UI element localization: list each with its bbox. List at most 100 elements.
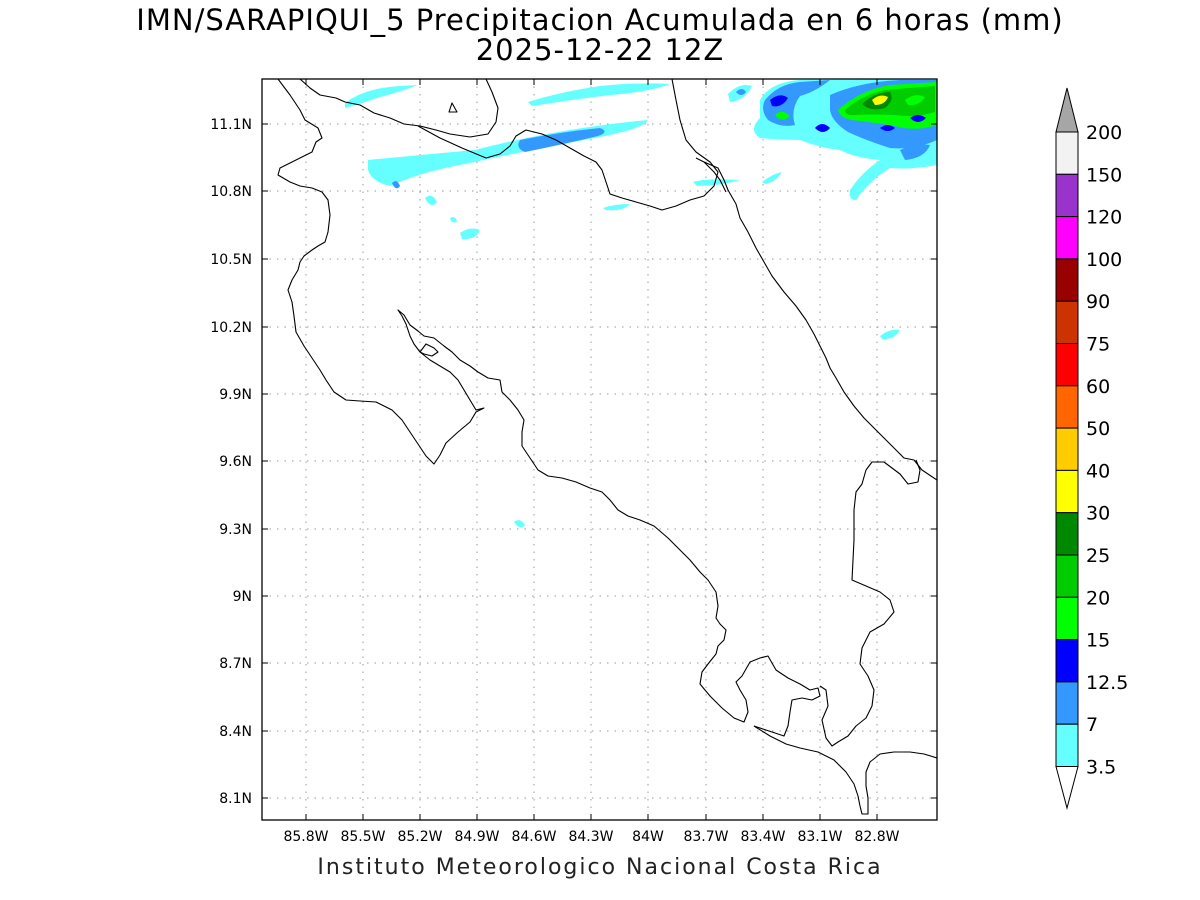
panama-border — [865, 459, 921, 485]
lake-nicaragua-shore — [299, 79, 346, 103]
lat-label: 9.9N — [219, 387, 252, 403]
colorbar-swatch — [1055, 469, 1079, 514]
caribbean-coastline — [703, 161, 937, 481]
lon-label: 82.8W — [854, 829, 899, 845]
precip-area — [910, 115, 926, 122]
pacific-coastline — [277, 79, 821, 737]
precip-area — [880, 329, 900, 340]
colorbar-swatch — [1055, 131, 1079, 175]
map-subtitle: 2025-12-22 12Z — [475, 33, 725, 67]
colorbar-swatch — [1055, 596, 1079, 641]
precip-area — [425, 195, 437, 206]
lon-label: 85.5W — [340, 829, 385, 845]
precip-area — [450, 217, 457, 223]
precip-area — [815, 124, 830, 132]
colorbar-label: 100 — [1086, 249, 1122, 271]
precip-area — [345, 85, 418, 108]
lat-label: 8.4N — [219, 724, 252, 740]
colorbar-swatch — [1055, 300, 1079, 345]
lat-label: 9.3N — [219, 522, 252, 538]
lat-label: 10.5N — [210, 252, 252, 268]
map-title: IMN/SARAPIQUI_5 Precipitacion Acumulada … — [136, 3, 1064, 37]
burica-peninsula — [753, 725, 937, 815]
lon-label: 85.8W — [283, 829, 328, 845]
precip-area — [514, 520, 525, 528]
precip-area — [518, 128, 605, 152]
lon-label: 84.6W — [511, 829, 556, 845]
colorbar-swatch — [1055, 173, 1079, 218]
colorbar-label: 15 — [1086, 630, 1110, 652]
lat-label: 8.1N — [219, 791, 252, 807]
colorbar-swatch — [1055, 554, 1079, 598]
lat-label: 10.8N — [210, 184, 252, 200]
lat-label: 11.1N — [210, 117, 252, 133]
lon-label: 83.7W — [683, 829, 728, 845]
precip-area — [460, 228, 480, 240]
colorbar-swatch — [1055, 258, 1079, 302]
lon-label: 85.2W — [397, 829, 442, 845]
coastlines — [277, 79, 937, 815]
colorbar-overflow-triangle — [1055, 87, 1079, 133]
precip-area — [368, 120, 648, 186]
colorbar-label: 7 — [1086, 714, 1098, 736]
lon-label: 83.1W — [797, 829, 842, 845]
lon-label: 84.9W — [454, 829, 499, 845]
precip-area — [900, 144, 930, 160]
colorbar-swatch — [1055, 512, 1079, 556]
precip-area — [762, 172, 782, 184]
colorbar-label: 200 — [1086, 122, 1122, 144]
lon-label: 84W — [632, 829, 664, 845]
island — [448, 102, 458, 113]
precip-area — [603, 204, 630, 211]
precip-area — [693, 179, 740, 186]
colorbar-swatch — [1055, 343, 1079, 387]
latitude-labels: 11.1N 10.8N 10.5N 10.2N 9.9N 9.6N 9.3N 9N 8.7N 8.… — [210, 117, 252, 807]
colorbar-label: 12.5 — [1086, 672, 1128, 694]
colorbar-label: 25 — [1086, 545, 1110, 567]
nicaragua-border — [417, 79, 719, 211]
lake-nicaragua-shore — [344, 79, 499, 138]
colorbar-swatch — [1055, 639, 1079, 683]
plot-frame — [261, 78, 938, 821]
colorbar-swatch — [1055, 681, 1079, 725]
colorbar-label: 60 — [1086, 376, 1110, 398]
nicoya-island — [419, 343, 439, 357]
panama-border — [819, 469, 895, 747]
lat-label: 8.7N — [219, 656, 252, 672]
lon-label: 83.4W — [740, 829, 785, 845]
longitude-labels: 85.8W 85.5W 85.2W 84.9W 84.6W 84.3W 84W 83.7W 83… — [283, 829, 899, 845]
colorbar-label: 150 — [1086, 164, 1122, 186]
precip-area — [872, 95, 888, 105]
colorbar-label: 40 — [1086, 460, 1110, 482]
precip-area — [392, 181, 400, 189]
colorbar-swatch — [1055, 723, 1079, 768]
precip-area — [770, 95, 788, 107]
colorbar-label: 90 — [1086, 291, 1110, 313]
lat-label: 9N — [233, 589, 252, 605]
lat-label: 9.6N — [219, 454, 252, 470]
coast-detail — [695, 157, 727, 193]
precip-area — [736, 89, 746, 95]
lat-label: 10.2N — [210, 320, 252, 336]
lon-label: 84.3W — [568, 829, 613, 845]
precip-area — [905, 95, 925, 106]
colorbar-label: 30 — [1086, 503, 1110, 525]
precip-area — [880, 125, 895, 131]
colorbar-swatch — [1055, 427, 1079, 471]
colorbar-label: 120 — [1086, 207, 1122, 229]
axis-ticks — [262, 79, 937, 820]
colorbar: 200 150 120 100 90 75 60 50 40 30 25 20 15 12.5 7 3.5 — [1055, 87, 1128, 810]
colorbar-swatch — [1055, 385, 1079, 429]
precip-area — [775, 111, 790, 120]
grid-lines — [262, 79, 937, 820]
colorbar-label: 3.5 — [1086, 757, 1116, 779]
precip-area — [528, 83, 670, 106]
precipitation-field — [345, 79, 937, 528]
colorbar-swatch — [1055, 216, 1079, 260]
colorbar-label: 50 — [1086, 418, 1110, 440]
colorbar-label: 20 — [1086, 587, 1110, 609]
colorbar-label: 75 — [1086, 334, 1110, 356]
colorbar-underflow-triangle — [1055, 766, 1079, 810]
